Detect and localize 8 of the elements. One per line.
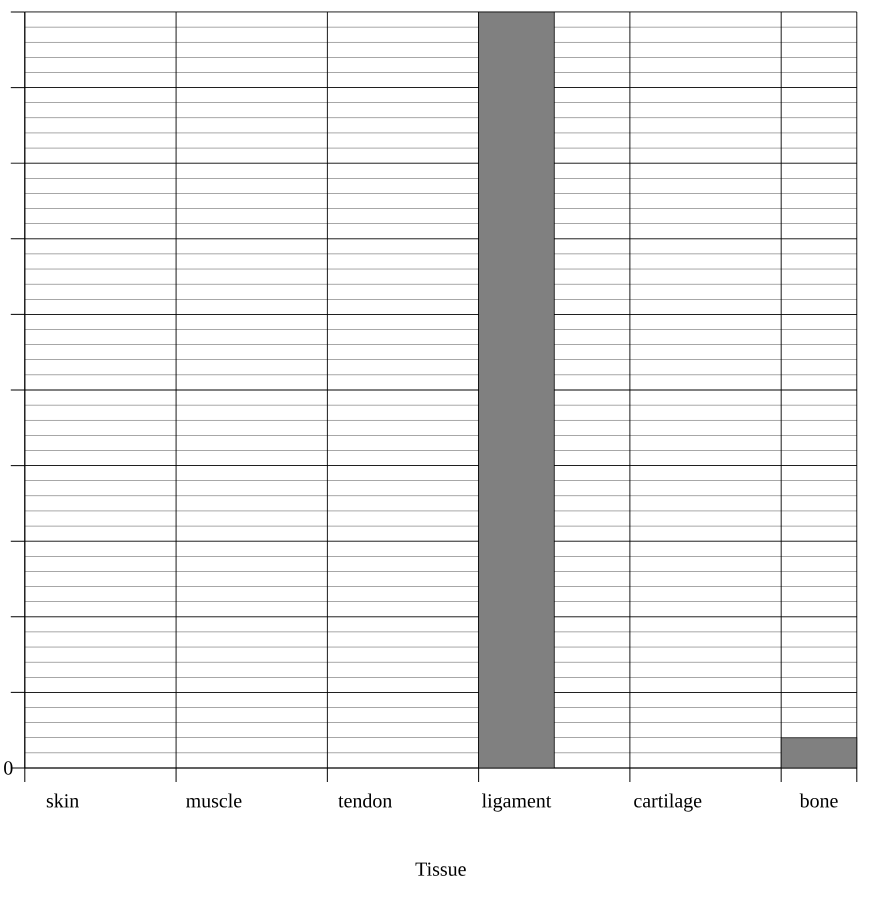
x-tick-label: ligament [482,794,552,812]
x-tick-label: skin [47,794,80,808]
x-axis-title: Tissue [416,862,466,876]
text: 0 [4,761,13,775]
x-tick-label: bone [800,794,838,808]
x-tick-label: muscle [186,794,242,808]
x-tick-label: cartilage [634,794,702,812]
x-tick-label: tendon [338,794,392,808]
